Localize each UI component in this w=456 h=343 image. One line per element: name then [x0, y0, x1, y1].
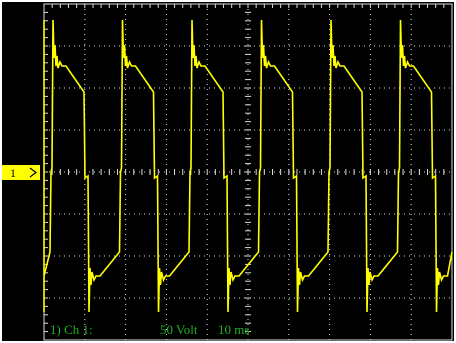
footer-channel: 1) Ch 1: [50, 322, 93, 337]
marker-box [2, 165, 40, 180]
marker-label: 1 [10, 166, 16, 180]
channel-marker: 1 [2, 165, 40, 180]
footer-timebase: 10 ms [218, 322, 249, 337]
footer-scale: 50 Volt [160, 322, 198, 337]
oscilloscope-screen: 1 1) Ch 1: 50 Volt 10 ms [0, 0, 456, 343]
